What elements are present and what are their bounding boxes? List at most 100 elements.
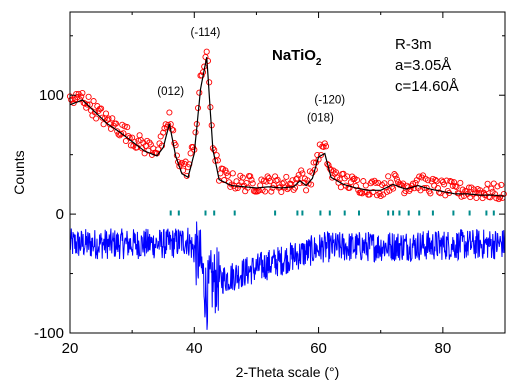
bragg-tick (213, 210, 216, 216)
observed-point (450, 179, 458, 186)
observed-point (183, 172, 190, 179)
observed-point (448, 178, 455, 185)
bragg-tick (301, 210, 304, 216)
observed-point (83, 104, 90, 111)
observed-point (490, 180, 497, 187)
observed-point (91, 109, 98, 116)
bragg-tick (407, 210, 410, 216)
observed-point (206, 79, 213, 86)
observed-point (273, 177, 280, 184)
y-axis-label: Counts (11, 150, 27, 194)
observed-point (79, 89, 86, 97)
observed-point (354, 176, 361, 184)
observed-point (249, 180, 256, 187)
observed-point (457, 179, 464, 186)
bragg-tick (485, 210, 488, 216)
observed-point (280, 179, 287, 186)
chart-labels: Counts 2-Theta scale (°) NaTiO2 R-3m a=3… (11, 36, 459, 380)
observed-point (127, 142, 134, 149)
observed-point (166, 109, 173, 116)
bragg-ticks (169, 210, 495, 216)
observed-point (198, 72, 205, 79)
y-tick-label: -100 (34, 325, 64, 342)
peak-label: (-120) (314, 95, 345, 107)
observed-point (393, 176, 400, 183)
observed-point (187, 150, 194, 157)
observed-point (85, 93, 92, 100)
peak-label: (012) (157, 86, 184, 98)
formula-main: NaTiO (272, 47, 316, 64)
observed-point (262, 188, 269, 195)
observed-point (267, 178, 274, 185)
observed-point (390, 185, 397, 192)
x-axis-label: 2-Theta scale (°) (236, 364, 340, 380)
observed-point (70, 99, 77, 107)
observed-point (112, 120, 120, 127)
observed-point (337, 184, 344, 191)
observed-point (268, 188, 275, 195)
observed-point (496, 194, 504, 201)
observed-point (99, 114, 106, 121)
observed-point (372, 179, 379, 186)
bragg-tick (328, 210, 331, 216)
observed-point (449, 182, 456, 189)
observed-point (229, 170, 236, 177)
observed-point (392, 172, 399, 179)
observed-point (484, 180, 491, 187)
observed-point (264, 173, 271, 180)
peak-label: (-114) (191, 27, 221, 39)
observed-point (308, 181, 315, 188)
observed-point (331, 170, 338, 177)
observed-point (412, 179, 419, 187)
bragg-tick (204, 210, 207, 216)
observed-point (117, 130, 125, 137)
x-tick-label: 60 (310, 340, 327, 357)
observed-point (368, 178, 376, 185)
formula-subscript: 2 (316, 57, 322, 68)
observed-point (192, 129, 199, 136)
lattice-a-label: a=3.05Å (395, 57, 451, 74)
observed-point (370, 188, 377, 196)
observed-point (93, 115, 100, 122)
axes: 20 40 60 80 -100 0 100 (34, 11, 506, 357)
calculated-line (69, 57, 504, 197)
space-group-label: R-3m (395, 36, 432, 53)
bragg-tick (169, 210, 172, 216)
bragg-tick (431, 210, 434, 216)
observed-point (172, 142, 179, 149)
bragg-tick (274, 210, 277, 216)
bragg-tick (492, 210, 495, 216)
observed-point (76, 96, 83, 103)
observed-point (385, 173, 392, 180)
y-tick-label: 100 (39, 87, 64, 104)
observed-point (145, 147, 152, 154)
x-tick-label: 40 (186, 340, 203, 357)
observed-point (196, 89, 203, 96)
bragg-tick (392, 210, 395, 216)
observed-point (224, 172, 231, 179)
calculated-series (69, 57, 504, 197)
difference-line (69, 221, 506, 330)
observed-point (321, 140, 328, 147)
observed-point (155, 146, 162, 153)
observed-point (90, 98, 97, 105)
observed-point (416, 173, 423, 180)
observed-point (391, 171, 398, 178)
observed-point (327, 167, 335, 174)
bragg-tick (358, 210, 360, 216)
observed-point (360, 178, 367, 185)
observed-point (260, 177, 267, 184)
observed-point (265, 175, 272, 182)
observed-point (492, 191, 499, 198)
observed-point (470, 186, 477, 193)
bragg-tick (387, 210, 390, 216)
x-tick-label: 80 (435, 340, 452, 357)
observed-point (382, 184, 389, 191)
x-tick-label: 20 (62, 340, 79, 357)
observed-point (98, 105, 105, 112)
observed-point (223, 169, 230, 176)
bragg-tick (177, 210, 180, 216)
observed-point (157, 133, 164, 140)
observed-point (346, 184, 353, 191)
